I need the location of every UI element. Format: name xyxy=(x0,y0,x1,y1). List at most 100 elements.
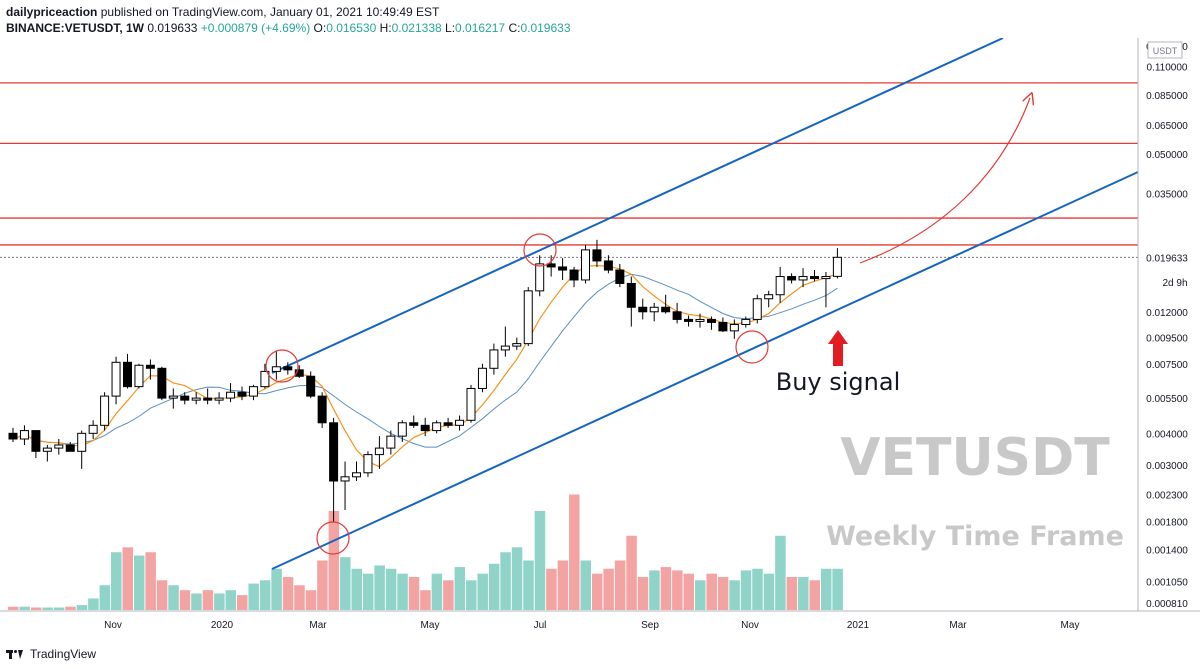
candle-body xyxy=(8,432,18,440)
volume-bar xyxy=(798,577,809,610)
volume-bar xyxy=(775,535,786,610)
candle-body xyxy=(88,424,98,434)
volume-bar xyxy=(122,547,133,610)
volume-bar xyxy=(443,580,454,610)
candle-body xyxy=(603,260,613,271)
volume-bar xyxy=(408,577,420,610)
candle-body xyxy=(535,263,545,292)
close-value: 0.019633 xyxy=(520,21,571,35)
price-tick-label: 0.007500 xyxy=(1146,360,1188,371)
price-tick-label: 0.002300 xyxy=(1146,491,1188,502)
candle-body xyxy=(134,364,144,388)
price-tick-label: 0.065000 xyxy=(1146,121,1188,132)
high-value: 0.021338 xyxy=(391,21,442,35)
volume-bar xyxy=(454,567,466,610)
candle-body xyxy=(145,364,155,369)
currency-label: USDT xyxy=(1153,46,1178,56)
candle-body xyxy=(374,447,384,456)
candle-body xyxy=(157,367,167,399)
candle-body xyxy=(706,318,716,323)
candle-body xyxy=(672,311,682,320)
price-tick-label: 0.003000 xyxy=(1146,461,1188,472)
close-label: C: xyxy=(508,21,521,35)
price-change: +0.000879 (+4.69%) xyxy=(200,21,311,35)
volume-bar xyxy=(809,580,820,610)
symbol-label[interactable]: BINANCE:VETUSDT, 1W xyxy=(6,21,145,35)
low-value: 0.016217 xyxy=(455,21,506,35)
candle-body xyxy=(626,282,636,308)
volume-bar xyxy=(683,573,695,610)
volume-bar xyxy=(145,552,156,610)
price-tick-label: 0.019633 xyxy=(1146,253,1188,264)
time-tick-label: May xyxy=(1061,620,1080,631)
volume-bar xyxy=(649,570,660,610)
volume-bar xyxy=(271,568,282,610)
candle-body xyxy=(775,276,785,296)
currency-badge[interactable] xyxy=(1147,41,1183,59)
price-tick-label: 0.005500 xyxy=(1146,394,1188,405)
plot-area[interactable] xyxy=(0,38,1138,611)
candle-body xyxy=(546,263,556,268)
open-value: 0.016530 xyxy=(326,21,377,35)
candle-body xyxy=(19,430,29,440)
candle-body xyxy=(649,306,659,313)
time-tick-label: Nov xyxy=(741,620,759,631)
candle-body xyxy=(615,269,625,284)
candle-body xyxy=(523,290,533,345)
volume-bar xyxy=(42,607,53,610)
high-label: H: xyxy=(379,21,392,35)
time-tick-label: Sep xyxy=(641,620,659,631)
candle-body xyxy=(123,361,132,388)
price-tick-label: 0.009500 xyxy=(1146,334,1188,345)
watermark-subtitle: Weekly Time Frame xyxy=(826,521,1124,552)
candle-body xyxy=(821,276,831,280)
volume-bar xyxy=(466,580,477,610)
time-tick-label: 2021 xyxy=(847,620,870,631)
volume-bar xyxy=(488,563,500,610)
volume-bar xyxy=(340,557,351,610)
candle-body xyxy=(191,397,201,401)
price-tick-label: 0.001050 xyxy=(1146,577,1188,588)
pivot-circle-icon xyxy=(316,521,350,555)
candle-body xyxy=(397,422,407,437)
candle-body xyxy=(100,395,110,426)
time-tick-label: Nov xyxy=(104,620,122,631)
candle-body xyxy=(443,422,453,426)
volume-bar xyxy=(282,577,294,610)
volume-bar xyxy=(351,568,362,610)
price-tick-label: 0.004000 xyxy=(1146,429,1188,440)
candle-body xyxy=(203,397,213,401)
volume-bar xyxy=(362,573,374,610)
tradingview-logo[interactable]: TradingView xyxy=(6,647,96,661)
candle-body xyxy=(42,447,52,452)
volume-bar xyxy=(305,590,317,610)
author-name[interactable]: dailypriceaction xyxy=(6,5,98,19)
volume-bar xyxy=(740,570,752,610)
volume-bar xyxy=(225,590,237,610)
volume-bar xyxy=(569,494,580,610)
candle-body xyxy=(329,422,339,482)
pivot-circle-icon xyxy=(265,349,299,383)
price-tick-label: 0.085000 xyxy=(1146,91,1188,102)
chart-header: dailypriceaction published on TradingVie… xyxy=(0,0,1200,38)
candle-body xyxy=(684,318,694,322)
time-tick-label: Mar xyxy=(309,620,327,631)
volume-bar xyxy=(420,590,431,610)
candle-body xyxy=(420,424,430,432)
candle-body xyxy=(432,422,442,432)
candle-body xyxy=(54,444,64,449)
candle-body xyxy=(810,276,819,280)
price-axis[interactable] xyxy=(1138,38,1200,611)
volume-bar xyxy=(546,568,557,610)
price-tick-label: 0.001400 xyxy=(1146,545,1188,556)
candle-body xyxy=(226,391,236,399)
candle-body xyxy=(455,419,465,426)
candle-body xyxy=(638,306,648,313)
candlesticks xyxy=(8,239,842,522)
candle-body xyxy=(248,386,258,397)
volume-bar xyxy=(717,577,729,610)
price-chart[interactable]: 0.0950000.0550000.0280000.021954 VETUSDT… xyxy=(0,38,1200,641)
candle-body xyxy=(237,391,247,397)
candle-body xyxy=(489,349,499,369)
channel-upper-line xyxy=(271,38,1004,374)
